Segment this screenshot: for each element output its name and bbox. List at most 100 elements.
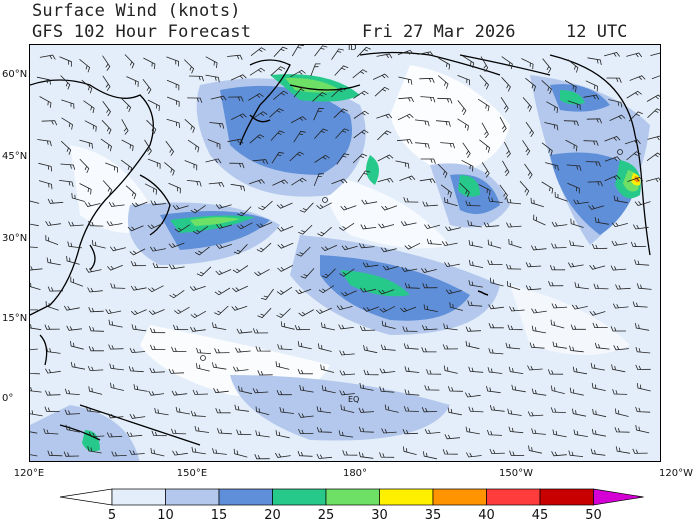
- forecast-time: 12 UTC: [566, 22, 628, 42]
- wind-barb: [293, 86, 308, 98]
- wind-barb: [488, 323, 504, 329]
- wind-barb: [400, 306, 417, 313]
- wind-barb: [488, 196, 503, 203]
- wind-barb: [486, 386, 501, 394]
- wind-barb: [422, 201, 438, 207]
- wind-barb: [609, 114, 626, 121]
- wind-barb: [594, 342, 610, 350]
- colorbar-cell: [379, 488, 434, 506]
- wind-barb: [196, 363, 210, 372]
- wind-barb: [611, 240, 628, 246]
- wind-barb: [102, 75, 111, 91]
- wind-barb: [87, 446, 102, 454]
- wind-barb: [106, 221, 123, 227]
- wind-barb: [39, 54, 56, 60]
- wind-barb: [519, 180, 530, 196]
- colorbar-tick-label: 5: [107, 508, 117, 523]
- wind-barb: [468, 366, 484, 373]
- wind-barb: [46, 257, 61, 266]
- wind-barb: [426, 369, 442, 375]
- wind-barb: [237, 206, 252, 217]
- wind-barb: [168, 242, 185, 248]
- wind-barb: [550, 407, 566, 413]
- wind-barb: [522, 97, 532, 112]
- high-center-marker-south: [200, 355, 206, 361]
- wind-barb: [381, 320, 396, 329]
- wind-barb: [554, 191, 568, 202]
- wind-barb: [501, 56, 513, 70]
- wind-barb: [447, 407, 462, 416]
- wind-barb: [629, 75, 646, 81]
- wind-barb: [480, 56, 489, 72]
- wind-barb: [129, 449, 145, 455]
- wind-barb: [604, 175, 621, 182]
- wind-barb: [507, 324, 523, 331]
- wind-barb: [70, 276, 84, 287]
- wind-barb: [64, 409, 81, 415]
- wind-barb: [488, 304, 504, 310]
- wind-barb: [205, 74, 220, 83]
- wind-barb: [277, 265, 293, 272]
- wind-barb: [273, 90, 288, 100]
- wind-barb: [192, 226, 209, 235]
- colorbar-cell: [218, 488, 273, 506]
- wind-barb: [632, 448, 648, 454]
- wind-barb: [646, 152, 660, 162]
- wind-barb: [437, 97, 453, 104]
- wind-barb: [313, 107, 324, 121]
- wind-barb: [569, 387, 584, 396]
- wind-barb: [457, 118, 469, 131]
- wind-barb: [443, 323, 458, 331]
- wind-barb: [594, 217, 609, 225]
- wind-barb: [290, 69, 306, 78]
- wind-barb: [236, 429, 252, 435]
- wind-barb: [646, 94, 660, 102]
- wind-barb: [147, 285, 164, 293]
- wind-barb: [504, 141, 511, 158]
- wind-barb: [188, 75, 204, 82]
- wind-barb: [235, 347, 251, 353]
- wind-barb: [320, 364, 335, 373]
- wind-barb: [551, 451, 567, 457]
- wind-barb: [335, 128, 350, 139]
- wind-barb: [396, 139, 413, 145]
- wind-barb: [531, 308, 547, 314]
- wind-barb: [39, 96, 52, 108]
- wind-barb: [149, 367, 165, 373]
- wind-barb: [592, 243, 608, 250]
- wind-barb: [238, 385, 253, 395]
- wind-barb: [530, 245, 547, 251]
- wind-barb: [190, 326, 206, 332]
- wind-barb: [489, 277, 504, 287]
- wind-barb: [402, 326, 418, 332]
- wind-barb: [273, 46, 288, 57]
- wind-barb: [106, 432, 123, 438]
- wind-barb: [587, 57, 602, 65]
- wind-barb: [334, 65, 349, 76]
- wind-barb: [341, 245, 358, 251]
- hawaii-islands: [477, 290, 489, 296]
- wind-barb: [67, 241, 82, 249]
- wind-barb: [109, 363, 124, 371]
- wind-speed-shading: [30, 65, 650, 461]
- wind-barb: [340, 205, 357, 211]
- wind-barb: [186, 180, 202, 187]
- wind-barb: [635, 406, 651, 413]
- wind-barb: [41, 120, 58, 126]
- wind-barb: [381, 428, 397, 434]
- wind-barb: [377, 177, 394, 183]
- wind-barb: [613, 195, 628, 204]
- wind-barb: [173, 324, 189, 331]
- wind-barb: [124, 54, 135, 69]
- wind-barb: [250, 47, 266, 57]
- lon-label-120e: 120°E: [13, 468, 45, 479]
- wind-barb: [511, 384, 526, 393]
- wind-field-svg: [30, 45, 660, 461]
- wind-barb: [624, 139, 641, 145]
- colorbar-tick-label: 40: [478, 508, 495, 523]
- equator-label: EQ: [348, 395, 360, 404]
- wind-barb: [291, 45, 304, 57]
- coastlines: [30, 51, 651, 446]
- wind-barb: [47, 450, 63, 457]
- wind-barb: [478, 184, 491, 196]
